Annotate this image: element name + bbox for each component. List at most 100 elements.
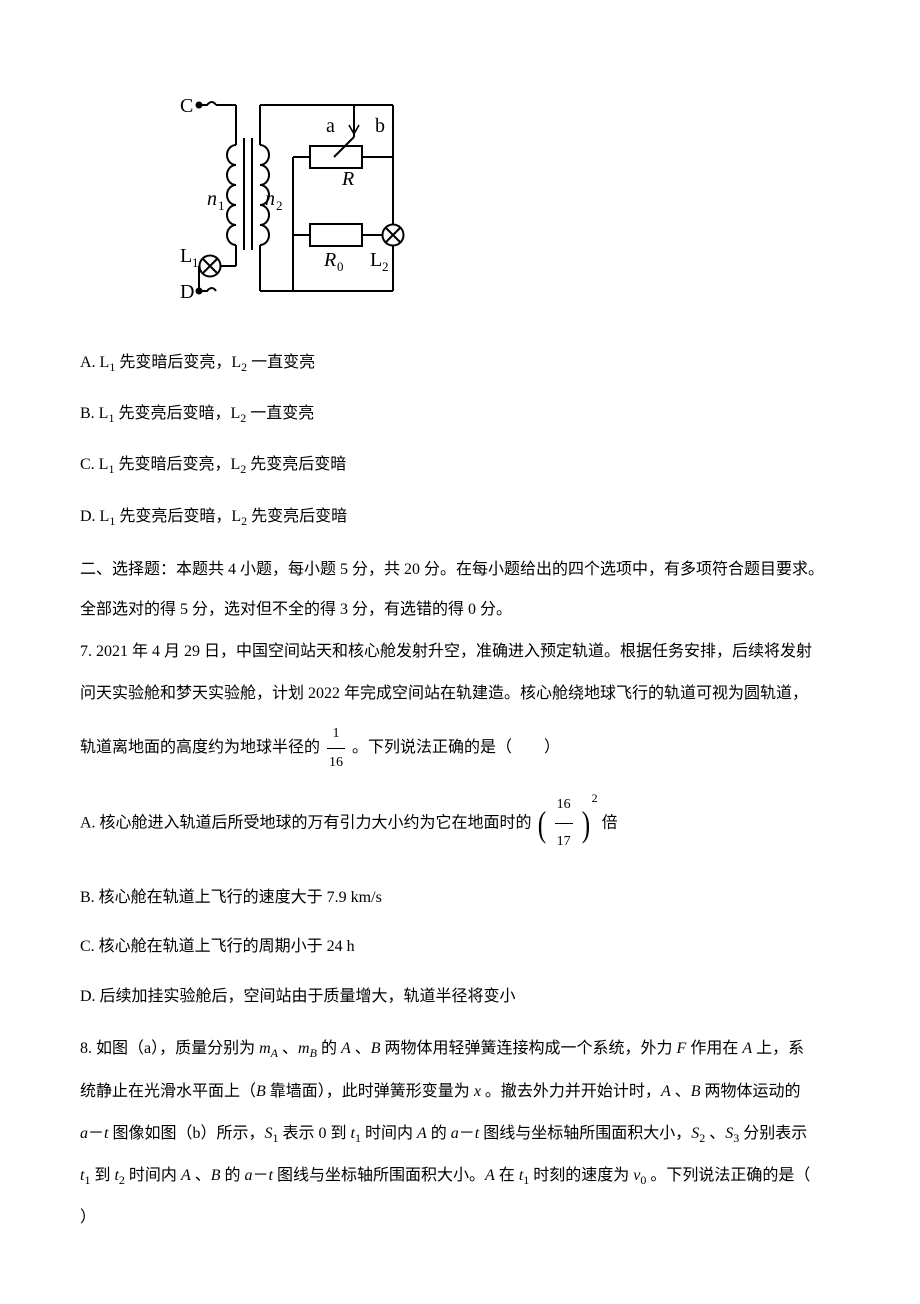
text: 图像如图（b）所示， <box>108 1125 264 1142</box>
svg-text:b: b <box>375 115 385 137</box>
q8-line2: 统静止在光滑水平面上（B 靠墙面），此时弹簧形变量为 x 。撤去外力并开始计时，… <box>80 1076 845 1108</box>
var: x <box>474 1083 481 1100</box>
text: － <box>459 1125 475 1142</box>
q6-option-c: C. L1 先变暗后变亮，L2 先变亮后变暗 <box>80 452 845 479</box>
q8-line5: ） <box>80 1202 845 1234</box>
text: 先变暗后变亮，L <box>114 456 240 473</box>
fraction: 1 16 <box>327 720 345 777</box>
q7-option-c: C. 核心舱在轨道上飞行的周期小于 24 h <box>80 934 845 960</box>
circuit-svg: C D n1 n2 a b R R0 L1 L2 <box>98 90 408 305</box>
text: C. L <box>80 456 108 473</box>
var: B <box>371 1040 381 1057</box>
text: 的 <box>221 1167 245 1184</box>
q7-option-d: D. 后续加挂实验舱后，空间站由于质量增大，轨道半径将变小 <box>80 984 845 1010</box>
svg-text:a: a <box>326 115 335 137</box>
sub: A <box>271 1047 278 1061</box>
text: A. L <box>80 354 109 371</box>
text: 、 <box>671 1083 691 1100</box>
var: A <box>341 1040 351 1057</box>
numerator: 16 <box>555 787 573 824</box>
circuit-figure: C D n1 n2 a b R R0 L1 L2 <box>98 90 845 314</box>
q8-line3: a－t 图像如图（b）所示，S1 表示 0 到 t1 时间内 A 的 a－t 图… <box>80 1118 845 1150</box>
var: B <box>691 1083 701 1100</box>
text: 在 <box>495 1167 519 1184</box>
numerator: 1 <box>327 720 345 749</box>
text: － <box>253 1167 269 1184</box>
text: 作用在 <box>686 1040 742 1057</box>
svg-text:1: 1 <box>192 255 199 270</box>
text: 时间内 <box>361 1125 417 1142</box>
sub: B <box>310 1047 317 1061</box>
text: 、 <box>351 1040 371 1057</box>
text: 倍 <box>602 814 618 831</box>
q7-stem-line1: 7. 2021 年 4 月 29 日，中国空间站天和核心舱发射升空，准确进入预定… <box>80 636 845 668</box>
q6-option-a: A. L1 先变暗后变亮，L2 一直变亮 <box>80 350 845 377</box>
text: 。下列说法正确的是（ ） <box>352 739 560 756</box>
text: 图线与坐标轴所围面积大小， <box>479 1125 691 1142</box>
svg-text:L: L <box>370 249 382 271</box>
text: 两物体用轻弹簧连接构成一个系统，外力 <box>381 1040 677 1057</box>
q8-line4: t1 到 t2 时间内 A 、B 的 a－t 图线与坐标轴所围面积大小。A 在 … <box>80 1160 845 1192</box>
text: 分别表示 <box>739 1125 807 1142</box>
text: 。下列说法正确的是（ <box>646 1167 810 1184</box>
q8-line1: 8. 如图（a），质量分别为 mA 、mB 的 A 、B 两物体用轻弹簧连接构成… <box>80 1033 845 1065</box>
text: 两物体运动的 <box>701 1083 801 1100</box>
text: 时刻的速度为 <box>529 1167 633 1184</box>
exponent: 2 <box>592 783 598 814</box>
text: 轨道离地面的高度约为地球半径的 <box>80 739 320 756</box>
var: m <box>298 1040 310 1057</box>
var: A <box>485 1167 495 1184</box>
text: 先变亮后变暗，L <box>115 508 241 525</box>
text: － <box>88 1125 104 1142</box>
text: 先变暗后变亮，L <box>115 354 241 371</box>
text: 到 <box>90 1167 114 1184</box>
text: 靠墙面），此时弹簧形变量为 <box>266 1083 474 1100</box>
denominator: 16 <box>327 749 345 777</box>
paren-fraction: ( 16 17 ) <box>536 787 592 861</box>
svg-text:D: D <box>180 281 194 303</box>
svg-text:n: n <box>207 188 217 210</box>
var: F <box>677 1040 687 1057</box>
q7-option-a: A. 核心舱进入轨道后所受地球的万有引力大小约为它在地面时的 ( 16 17 )… <box>80 787 845 861</box>
text: 图线与坐标轴所围面积大小。 <box>273 1167 485 1184</box>
svg-text:R: R <box>341 168 354 190</box>
text: 的 <box>317 1040 341 1057</box>
text: 时间内 <box>125 1167 181 1184</box>
text: 统静止在光滑水平面上（ <box>80 1083 256 1100</box>
var: B <box>256 1083 266 1100</box>
var: A <box>661 1083 671 1100</box>
text: 、 <box>191 1167 211 1184</box>
svg-text:R: R <box>323 249 336 271</box>
var: a <box>245 1167 253 1184</box>
section-2-header-line1: 二、选择题：本题共 4 小题，每小题 5 分，共 20 分。在每小题给出的四个选… <box>80 555 845 585</box>
text: 上，系 <box>752 1040 804 1057</box>
text: 先变亮后变暗，L <box>114 405 240 422</box>
svg-text:1: 1 <box>218 198 225 213</box>
q7-stem-line2: 问天实验舱和梦天实验舱，计划 2022 年完成空间站在轨建造。核心舱绕地球飞行的… <box>80 678 845 710</box>
svg-text:C: C <box>180 95 193 117</box>
text: A. 核心舱进入轨道后所受地球的万有引力大小约为它在地面时的 <box>80 814 532 831</box>
text: 。撤去外力并开始计时， <box>481 1083 661 1100</box>
denominator: 17 <box>555 824 573 860</box>
text: D. L <box>80 508 109 525</box>
var: a <box>451 1125 459 1142</box>
text: 先变亮后变暗 <box>247 508 347 525</box>
q7-option-b: B. 核心舱在轨道上飞行的速度大于 7.9 km/s <box>80 885 845 911</box>
svg-text:0: 0 <box>337 259 344 274</box>
text: 的 <box>427 1125 451 1142</box>
svg-text:2: 2 <box>276 198 283 213</box>
text: 一直变亮 <box>246 405 314 422</box>
text: 先变亮后变暗 <box>246 456 346 473</box>
text: B. L <box>80 405 108 422</box>
text: 表示 0 到 <box>278 1125 350 1142</box>
var: m <box>259 1040 271 1057</box>
var: B <box>211 1167 221 1184</box>
var: A <box>181 1167 191 1184</box>
text: 一直变亮 <box>247 354 315 371</box>
text: 8. 如图（a），质量分别为 <box>80 1040 259 1057</box>
q6-option-b: B. L1 先变亮后变暗，L2 一直变亮 <box>80 401 845 428</box>
var: A <box>417 1125 427 1142</box>
svg-text:n: n <box>265 188 275 210</box>
svg-text:L: L <box>180 245 192 267</box>
section-2-header-line2: 全部选对的得 5 分，选对但不全的得 3 分，有选错的得 0 分。 <box>80 595 845 625</box>
